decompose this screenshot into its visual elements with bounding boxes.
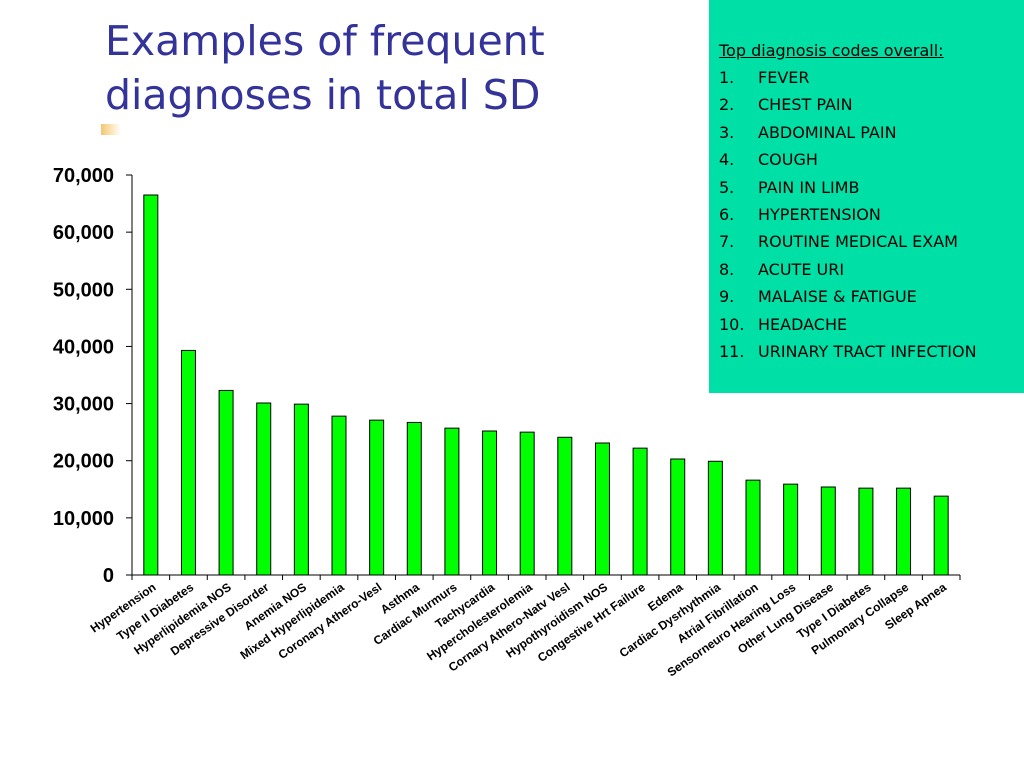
bar [218, 389, 234, 576]
bar [745, 479, 761, 576]
item-number: 2. [719, 95, 735, 115]
y-tick-label: 50,000 [53, 279, 114, 301]
item-number: 1. [719, 68, 735, 87]
top-diagnosis-item: 3. ABDOMINAL PAIN [719, 119, 1024, 146]
bar [369, 419, 385, 576]
bar [594, 442, 610, 576]
item-number: 10. [719, 314, 745, 334]
item-number: 8. [719, 259, 735, 279]
item-label: PAIN IN LIMB [758, 177, 860, 197]
top-diagnosis-item: 9. MALAISE & FATIGUE [719, 283, 1024, 310]
top-diagnosis-item: 8. ACUTE URI [719, 256, 1024, 283]
title-accent-bar [101, 124, 121, 135]
item-label: HEADACHE [758, 314, 848, 334]
y-tick-label: 40,000 [53, 336, 114, 358]
item-label: ROUTINE MEDICAL EXAM [758, 232, 958, 252]
y-tick-label: 0 [103, 565, 114, 587]
item-label: FEVER [758, 68, 810, 87]
item-number: 11. [719, 342, 745, 362]
top-diagnosis-item: 10. HEADACHE [719, 311, 1024, 338]
bar [933, 495, 949, 576]
item-label: CHEST PAIN [758, 95, 853, 115]
bar [632, 447, 648, 576]
top-diagnoses-box: Top diagnosis codes overall: 1. FEVER 2. CH… [709, 0, 1024, 393]
y-tick-label: 70,000 [53, 165, 114, 187]
item-number: 9. [719, 287, 735, 307]
slide-title: Examples of frequent diagnoses in total … [105, 14, 665, 122]
bar [444, 427, 460, 576]
bar [256, 402, 272, 576]
top-diagnosis-item: 2. CHEST PAIN [719, 91, 1024, 118]
y-tick-label: 10,000 [53, 508, 114, 530]
bar [293, 403, 309, 576]
item-label: COUGH [758, 150, 818, 170]
bar [670, 458, 686, 576]
top-diagnoses-list: 1. FEVER 2. CHEST PAIN 3. ABDOMINAL PAIN 4. COU… [719, 64, 1024, 365]
bar [482, 430, 498, 576]
item-number: 4. [719, 150, 735, 170]
bar [331, 415, 347, 576]
item-label: ABDOMINAL PAIN [758, 122, 897, 142]
bar [406, 421, 422, 576]
bar [858, 487, 874, 576]
item-label: URINARY TRACT INFECTION [758, 342, 977, 362]
bar [143, 194, 159, 576]
item-number: 7. [719, 232, 735, 252]
top-diagnosis-item: 6. HYPERTENSION [719, 201, 1024, 228]
y-tick-label: 30,000 [53, 394, 114, 416]
item-label: MALAISE & FATIGUE [758, 287, 917, 307]
item-number: 3. [719, 122, 735, 142]
top-diagnosis-item: 7. ROUTINE MEDICAL EXAM [719, 228, 1024, 255]
top-diagnosis-item: 11. URINARY TRACT INFECTION [719, 338, 1024, 365]
item-label: HYPERTENSION [758, 205, 881, 225]
bar [820, 486, 836, 576]
bar [896, 487, 912, 576]
top-diagnosis-item: 5. PAIN IN LIMB [719, 174, 1024, 201]
bar [519, 431, 535, 576]
bar [707, 460, 723, 576]
bar [180, 349, 196, 576]
y-tick-label: 60,000 [53, 222, 114, 244]
item-number: 6. [719, 205, 735, 225]
item-label: ACUTE URI [758, 259, 845, 279]
top-diagnosis-item: 1. FEVER [719, 64, 1024, 91]
top-diagnosis-item: 4. COUGH [719, 146, 1024, 173]
top-diagnoses-heading: Top diagnosis codes overall: [719, 41, 944, 60]
item-number: 5. [719, 177, 735, 197]
title-line-2: diagnoses in total SD [105, 71, 541, 119]
y-tick-label: 20,000 [53, 451, 114, 473]
bar [783, 483, 799, 576]
bar [557, 436, 573, 576]
title-line-1: Examples of frequent [105, 17, 545, 65]
